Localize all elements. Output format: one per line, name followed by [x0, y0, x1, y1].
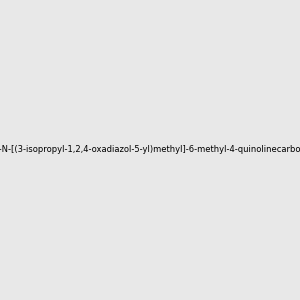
Text: N-ethyl-N-[(3-isopropyl-1,2,4-oxadiazol-5-yl)methyl]-6-methyl-4-quinolinecarboxa: N-ethyl-N-[(3-isopropyl-1,2,4-oxadiazol-… [0, 146, 300, 154]
